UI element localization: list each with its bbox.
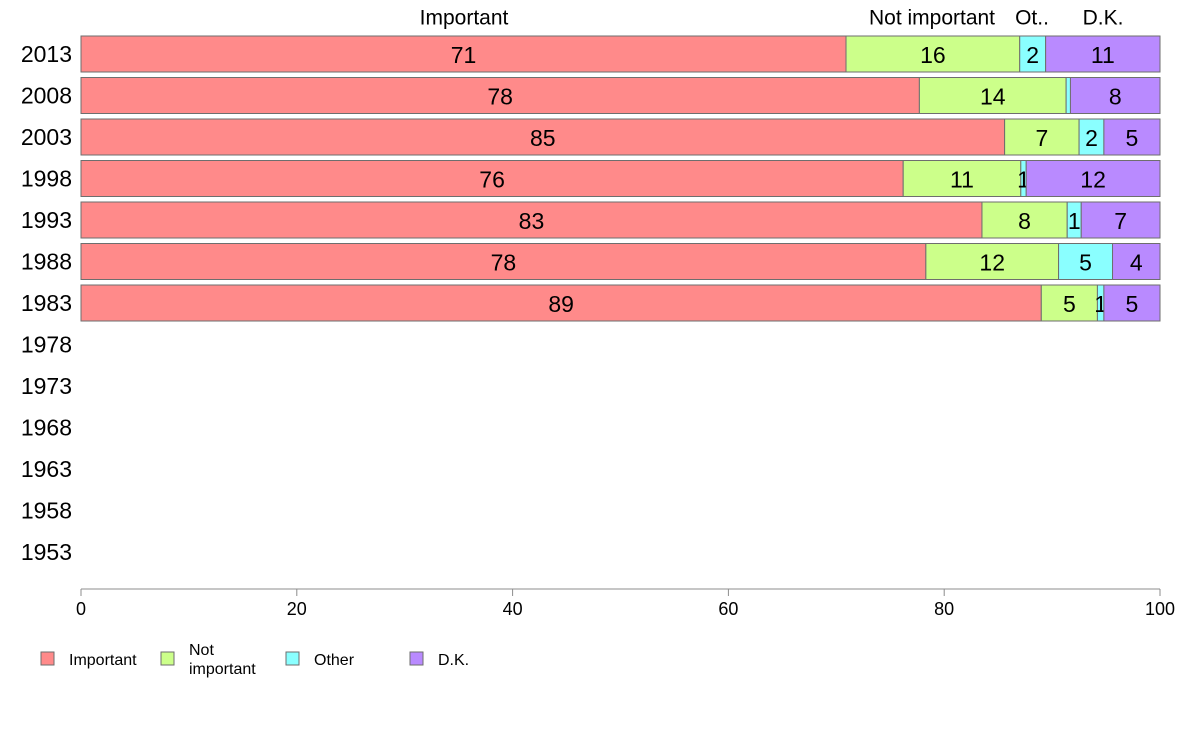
x-tick-label: 100: [1145, 599, 1175, 619]
bar-segment-other: [1078, 118, 1105, 156]
data-label: 5: [1063, 291, 1076, 317]
bar-segment-d-k-: [1025, 160, 1161, 197]
bar-segment-d-k-: [1045, 35, 1161, 73]
legend-swatch: [40, 651, 55, 666]
bar-segment-important: [80, 118, 1006, 156]
bar-segment-not-important: [918, 77, 1067, 114]
legend-label: Not important: [189, 642, 256, 678]
data-label: 12: [979, 250, 1005, 276]
bar-segment-not-important: [1004, 118, 1080, 156]
data-label: 71: [451, 42, 477, 68]
column-header: Not important: [869, 7, 995, 30]
data-label: 83: [519, 208, 545, 234]
legend: Important Not important Other D.K.: [40, 642, 469, 678]
bar-segment-d-k-: [1112, 243, 1161, 280]
legend-label: D.K.: [438, 652, 469, 669]
data-label: 5: [1126, 291, 1139, 317]
year-label: 2013: [21, 41, 72, 67]
data-label: 14: [980, 84, 1006, 110]
year-label: 1983: [21, 290, 72, 316]
legend-swatch: [285, 651, 300, 666]
legend-swatch: [160, 651, 175, 666]
year-label: 2008: [21, 83, 72, 109]
bar-segment-not-important: [902, 160, 1022, 197]
year-label: 1953: [21, 539, 72, 565]
column-header: Important: [420, 7, 509, 30]
year-label: 1963: [21, 456, 72, 482]
bar-segment-important: [80, 160, 904, 197]
data-label: 7: [1114, 208, 1127, 234]
legend-label: Important: [69, 652, 137, 669]
year-label: 1973: [21, 373, 72, 399]
data-label: 89: [548, 291, 574, 317]
bar-segment-d-k-: [1103, 284, 1161, 322]
bar-segment-important: [80, 201, 983, 239]
bar-segment-important: [80, 284, 1042, 322]
bar-segment-d-k-: [1080, 201, 1161, 239]
data-label: 12: [1080, 167, 1106, 193]
year-label: 1998: [21, 166, 72, 192]
x-tick-label: 20: [287, 599, 307, 619]
x-axis: 0 20 40 60 80 100: [76, 588, 1175, 619]
x-tick-label: 40: [503, 599, 523, 619]
year-label: 1968: [21, 415, 72, 441]
bar-segment-important: [80, 35, 847, 73]
data-label: 16: [920, 42, 946, 68]
data-label: 11: [1091, 42, 1115, 68]
year-label: 1958: [21, 498, 72, 524]
data-label: 76: [479, 167, 505, 193]
data-label: 5: [1079, 250, 1092, 276]
x-tick-label: 60: [718, 599, 738, 619]
bar-segment-not-important: [845, 35, 1021, 73]
data-label: 85: [530, 125, 556, 151]
data-label: 8: [1018, 208, 1031, 234]
year-label: 2003: [21, 124, 72, 150]
legend-label: Other: [314, 652, 355, 669]
data-label: 4: [1130, 250, 1143, 276]
data-label: 78: [487, 84, 513, 110]
data-label: 5: [1126, 125, 1139, 151]
x-tick-label: 0: [76, 599, 86, 619]
data-label: 11: [950, 167, 974, 193]
data-label: 78: [491, 250, 517, 276]
data-label: 2: [1026, 42, 1039, 68]
year-label: 1988: [21, 249, 72, 275]
year-labels: 2013 2008 2003 1998 1993 1988 1983 1978 1973 1968…: [21, 41, 72, 565]
year-label: 1993: [21, 207, 72, 233]
bar-segment-d-k-: [1103, 118, 1161, 156]
bar-segment-other: [1065, 77, 1071, 114]
column-header: D.K.: [1083, 7, 1124, 30]
bar-segment-not-important: [1040, 284, 1098, 322]
bar-segment-not-important: [925, 243, 1060, 280]
column-headers: Important Not important Ot.. D.K.: [420, 7, 1124, 30]
data-label: 8: [1109, 84, 1122, 110]
x-tick-label: 80: [934, 599, 954, 619]
bar-segment-important: [80, 77, 920, 114]
data-label: 1: [1068, 208, 1081, 234]
year-label: 1978: [21, 332, 72, 358]
bar-segment-not-important: [981, 201, 1068, 239]
bar-segment-other: [1019, 35, 1047, 73]
legend-swatch: [409, 651, 424, 666]
bar-segment-other: [1058, 243, 1114, 280]
column-header: Ot..: [1015, 7, 1049, 30]
data-label: 7: [1035, 125, 1048, 151]
data-label: 2: [1085, 125, 1098, 151]
bar-segment-d-k-: [1069, 77, 1161, 114]
